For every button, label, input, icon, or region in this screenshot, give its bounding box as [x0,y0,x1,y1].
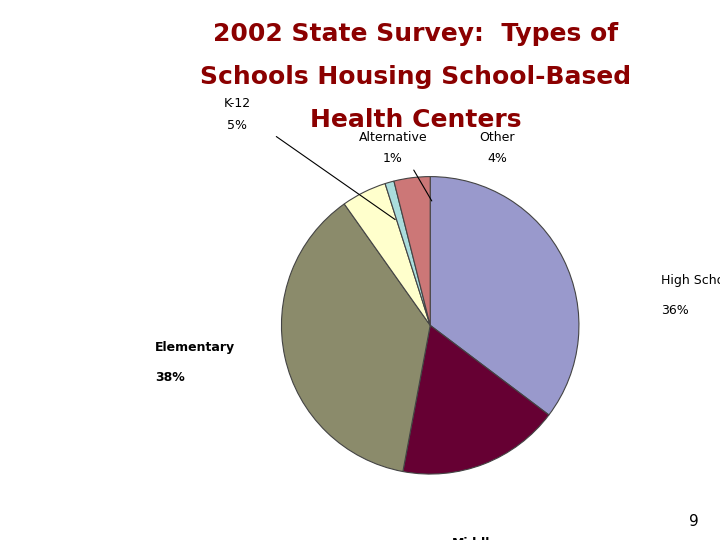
Text: 1%: 1% [383,152,403,165]
Text: Schools Housing School-Based: Schools Housing School-Based [200,65,631,89]
Text: 9: 9 [688,514,698,529]
Text: 5%: 5% [227,119,247,132]
Text: 36%: 36% [661,304,688,317]
Text: Elementary: Elementary [155,341,235,354]
Text: 2002 State Survey:  Types of: 2002 State Survey: Types of [213,22,618,45]
Wedge shape [282,204,430,471]
Wedge shape [385,181,430,325]
Text: K-12: K-12 [223,97,251,110]
Wedge shape [430,177,579,415]
Wedge shape [344,184,430,325]
Text: 38%: 38% [155,371,185,384]
Text: Other: Other [480,131,515,144]
Wedge shape [394,177,431,325]
Text: 4%: 4% [487,152,507,165]
Wedge shape [403,325,549,474]
Text: Middle: Middle [451,537,498,540]
Text: Alternative: Alternative [359,131,428,144]
Text: High School: High School [661,274,720,287]
Text: Health Centers: Health Centers [310,108,521,132]
